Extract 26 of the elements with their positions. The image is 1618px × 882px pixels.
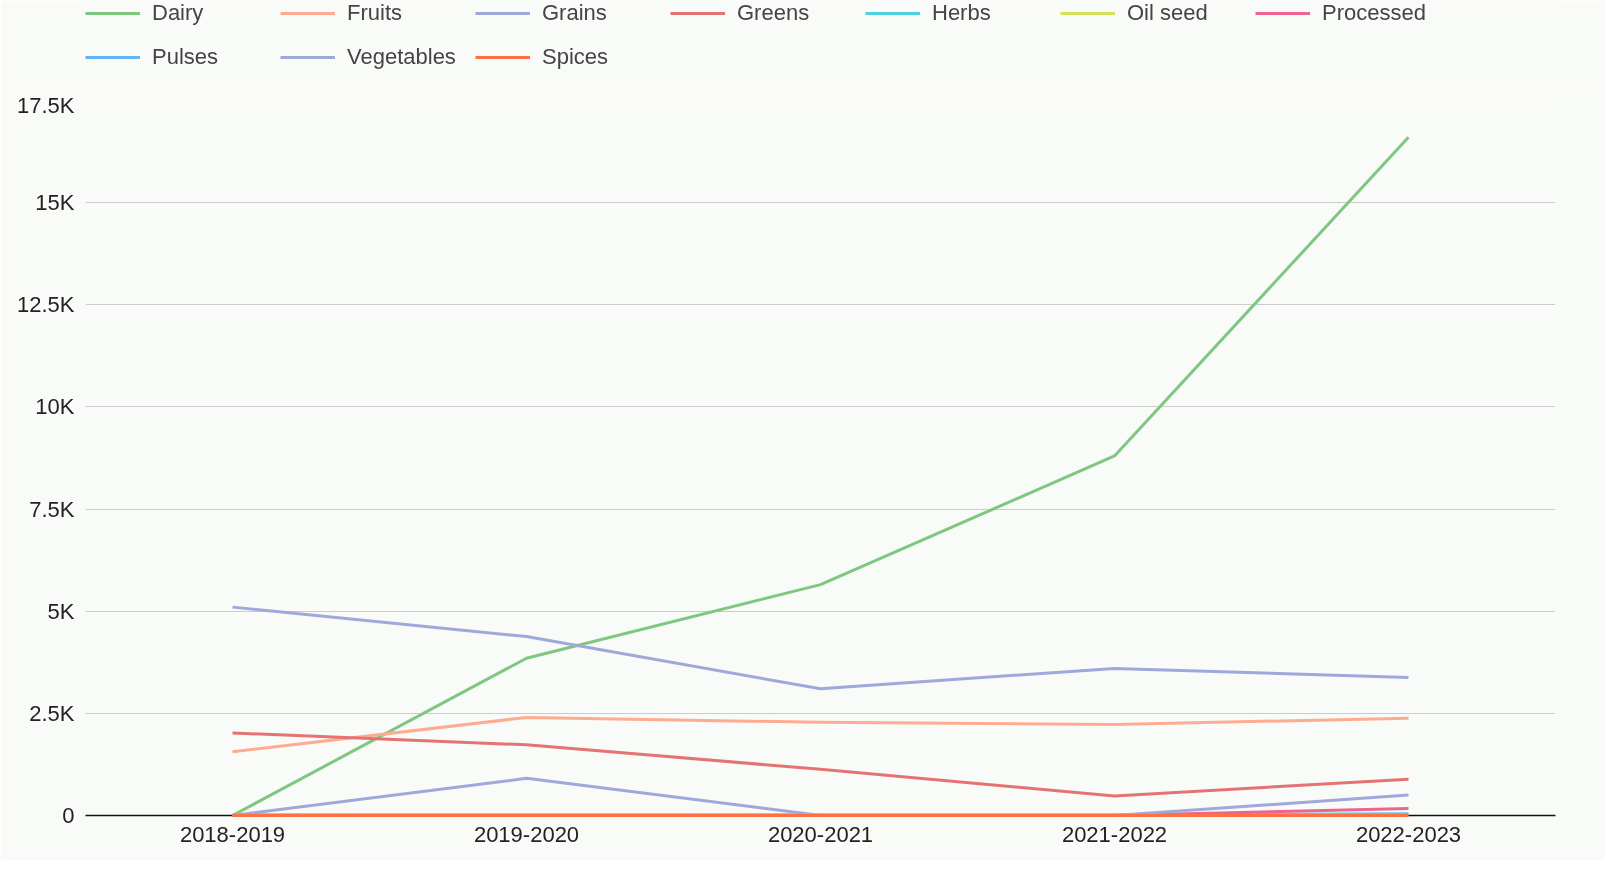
y-tick-label: 12.5K — [17, 292, 75, 318]
legend-label: Greens — [737, 0, 811, 26]
legend-label: Processed — [1322, 0, 1427, 26]
x-tick-label: 2021-2022 — [1061, 821, 1168, 847]
legend-label: Pulses — [152, 44, 220, 70]
y-tick-label: 2.5K — [29, 700, 75, 726]
legend-label: Fruits — [347, 0, 403, 26]
line-series — [231, 605, 1410, 691]
y-tick-label: 10K — [35, 394, 75, 420]
y-tick-label: 15K — [35, 190, 75, 216]
y-tick-label: 0 — [62, 803, 75, 828]
legend-label: Dairy — [152, 0, 205, 26]
x-tick-label: 2022-2023 — [1355, 821, 1462, 847]
legend-label: Grains — [542, 0, 608, 26]
x-tick-label: 2020-2021 — [767, 821, 874, 847]
y-tick-label: 17.5K — [17, 92, 75, 118]
legend-label: Herbs — [932, 0, 992, 26]
y-tick-label: 7.5K — [29, 496, 75, 522]
line-series — [231, 731, 1410, 798]
legend-label: Vegetables — [347, 44, 457, 70]
legend-label: Spices — [542, 44, 610, 70]
y-tick-label: 5K — [47, 598, 75, 624]
line-series — [231, 715, 1410, 754]
legend-label: Oil seed — [1127, 0, 1209, 26]
x-tick-label: 2019-2020 — [473, 821, 580, 847]
x-tick-label: 2018-2019 — [179, 821, 286, 847]
